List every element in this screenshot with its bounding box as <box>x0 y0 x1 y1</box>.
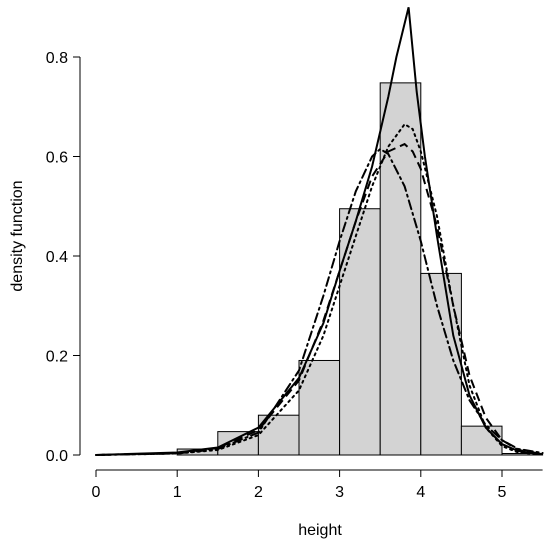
y-tick-label: 0.2 <box>46 349 68 366</box>
x-tick-label: 0 <box>92 484 101 501</box>
y-axis-title: density function <box>9 180 26 291</box>
x-tick-label: 2 <box>254 484 263 501</box>
x-tick-label: 5 <box>498 484 507 501</box>
histogram-bar <box>379 82 422 456</box>
x-axis-title: height <box>298 522 342 539</box>
histogram-bar <box>339 208 381 456</box>
y-tick-label: 0.0 <box>46 448 68 465</box>
x-tick-label: 3 <box>335 484 344 501</box>
density-curves <box>95 7 544 456</box>
density-curve-dotdash <box>95 147 544 456</box>
x-tick-label: 1 <box>173 484 182 501</box>
x-axis: 0 1 2 3 4 5 <box>92 469 543 501</box>
density-curve-dashed <box>95 142 543 456</box>
y-axis: 0.0 0.2 0.4 0.6 0.8 <box>46 50 81 465</box>
y-tick-label: 0.8 <box>46 50 68 67</box>
histogram-bars <box>176 82 544 456</box>
x-tick-label: 4 <box>416 484 425 501</box>
y-tick-label: 0.6 <box>46 150 68 167</box>
y-tick-label: 0.4 <box>46 249 68 266</box>
